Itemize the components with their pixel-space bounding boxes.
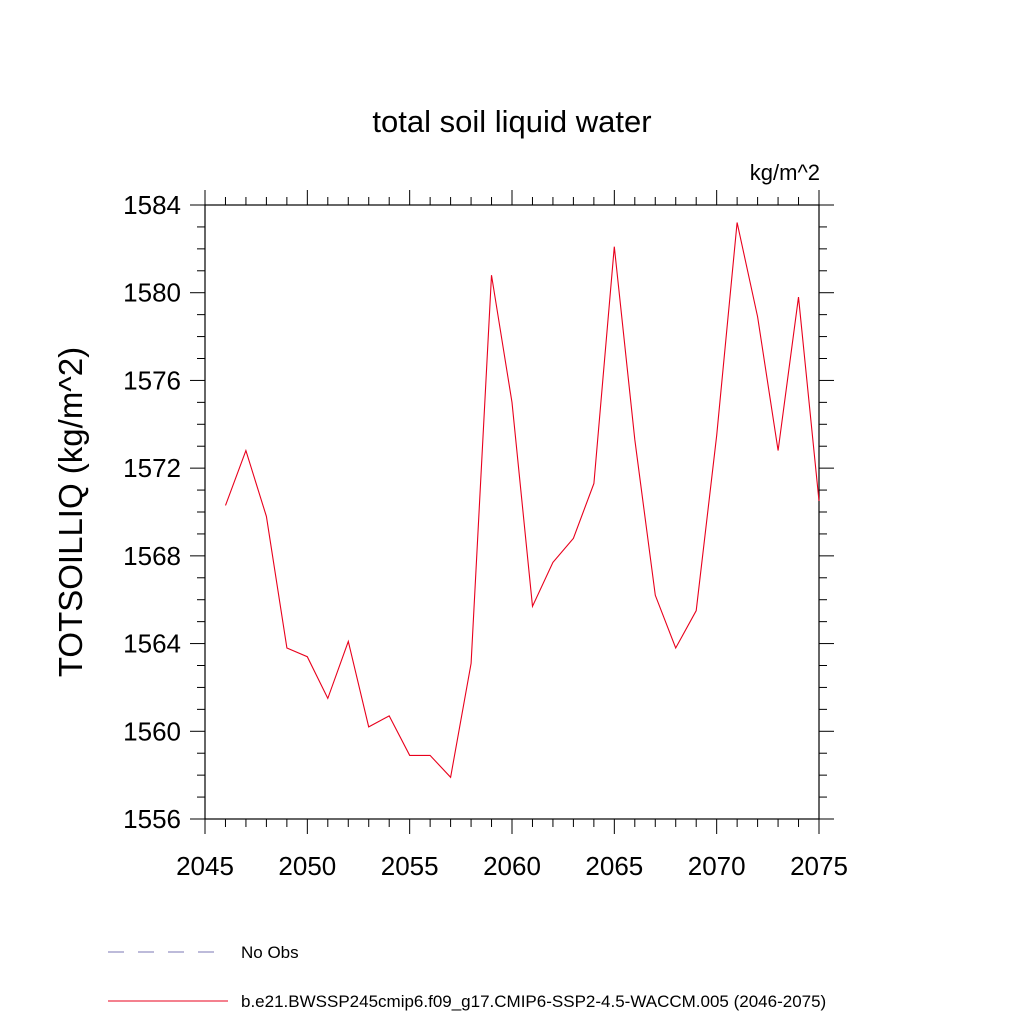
axis-ticks: [190, 190, 834, 834]
x-tick-label: 2045: [176, 851, 234, 881]
legend-label-no-obs: No Obs: [241, 943, 299, 962]
x-tick-label: 2060: [483, 851, 541, 881]
y-tick-label: 1580: [123, 278, 181, 308]
y-tick-labels: 1556 1560 1564 1568 1572 1576 1580 1584: [123, 190, 181, 834]
x-tick-label: 2070: [688, 851, 746, 881]
y-tick-label: 1568: [123, 541, 181, 571]
y-tick-label: 1560: [123, 716, 181, 746]
x-tick-label: 2075: [790, 851, 848, 881]
x-tick-label: 2055: [381, 851, 439, 881]
y-tick-label: 1556: [123, 804, 181, 834]
x-tick-label: 2050: [278, 851, 336, 881]
plot-frame: [204, 204, 820, 820]
x-tick-label: 2065: [585, 851, 643, 881]
x-tick-labels: 2045 2050 2055 2060 2065 2070 2075: [176, 851, 848, 881]
units-label: kg/m^2: [750, 160, 820, 185]
y-axis-label: TOTSOILLIQ (kg/m^2): [52, 347, 89, 677]
legend: No Obs b.e21.BWSSP245cmip6.f09_g17.CMIP6…: [108, 943, 826, 1011]
series-line: [224, 222, 820, 779]
y-tick-label: 1564: [123, 629, 181, 659]
chart-title: total soil liquid water: [372, 104, 651, 139]
legend-label-model: b.e21.BWSSP245cmip6.f09_g17.CMIP6-SSP2-4…: [241, 992, 826, 1011]
y-tick-label: 1584: [123, 190, 181, 220]
series-layer: [224, 222, 820, 779]
y-tick-label: 1572: [123, 453, 181, 483]
y-tick-label: 1576: [123, 365, 181, 395]
